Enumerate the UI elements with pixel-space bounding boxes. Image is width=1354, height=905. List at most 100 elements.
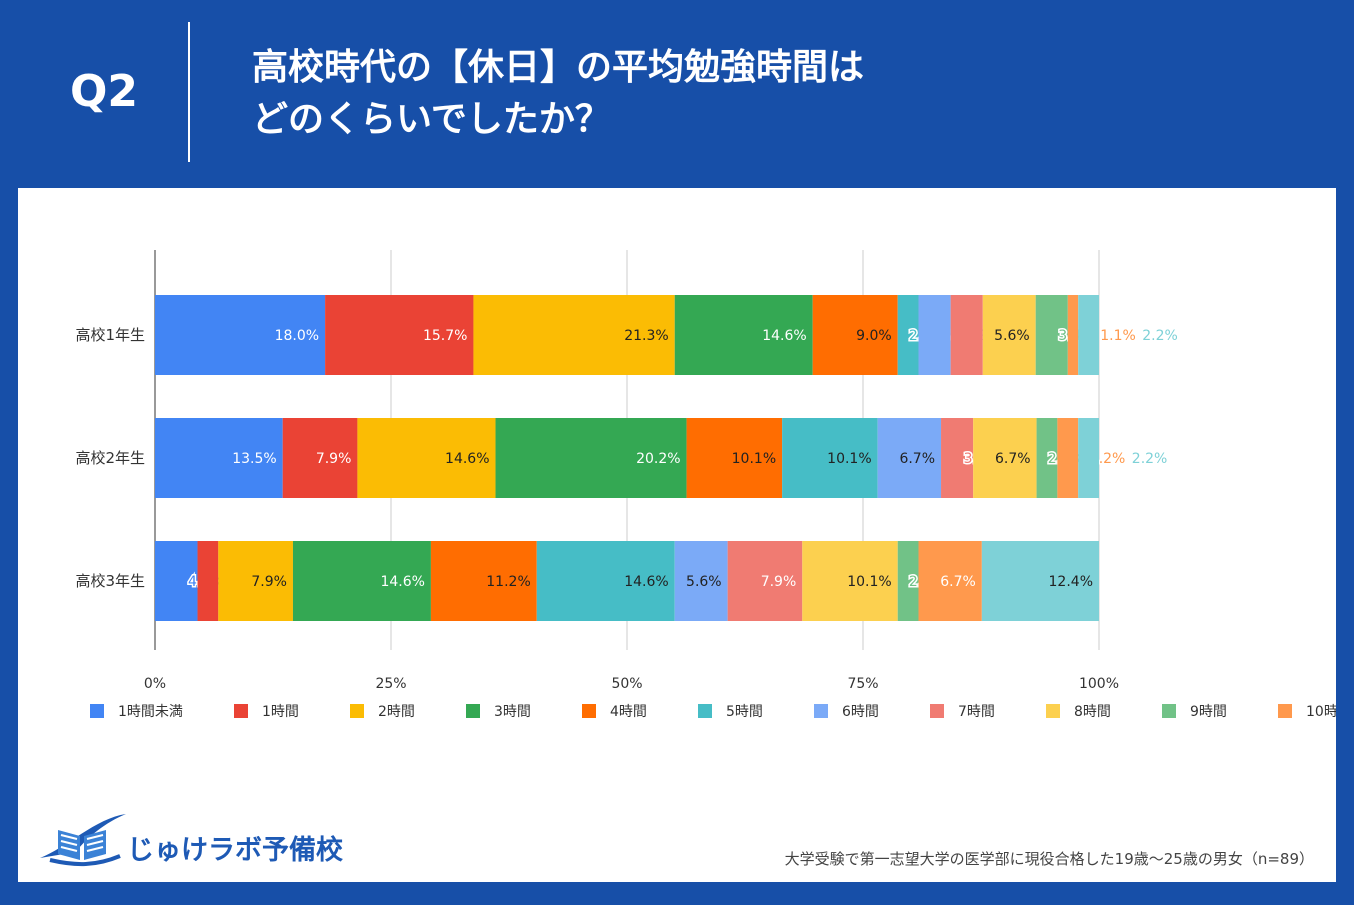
legend-label: 5時間	[726, 704, 763, 720]
data-label: 12.4%	[1049, 574, 1093, 590]
data-label: 6.7%	[899, 451, 935, 467]
data-label: 2.2%	[1132, 451, 1168, 467]
data-label: 14.6%	[445, 451, 489, 467]
legend-swatch	[814, 704, 828, 718]
x-tick-label: 75%	[847, 676, 878, 692]
legend-swatch	[1162, 704, 1176, 718]
x-tick-label: 25%	[375, 676, 406, 692]
bar-segment	[877, 418, 942, 498]
data-label: 5.6%	[686, 574, 722, 590]
page-title: 高校時代の【休日】の平均勉強時間は どのくらいでしたか？	[252, 42, 864, 146]
legend-label: 2時間	[378, 704, 415, 720]
footnote: 大学受験で第一志望大学の医学部に現役合格した19歳～25歳の男女（n=89）	[784, 850, 1314, 868]
legend-label: 7時間	[958, 704, 995, 720]
legend-label: 1時間	[262, 704, 299, 720]
data-label: 10.1%	[732, 451, 776, 467]
legend-label: 10時間	[1306, 704, 1336, 720]
bar-segment	[155, 418, 283, 498]
data-label: 15.7%	[423, 328, 467, 344]
bar-segment	[1035, 295, 1068, 375]
data-label: 11.2%	[486, 574, 530, 590]
legend-swatch	[698, 704, 712, 718]
data-label: 14.6%	[380, 574, 424, 590]
logo-text: じゅけラボ予備校	[127, 835, 343, 866]
x-tick-label: 0%	[144, 676, 166, 692]
data-label: 7.9%	[251, 574, 287, 590]
legend-swatch	[1046, 704, 1060, 718]
legend-label: 1時間未満	[118, 704, 183, 720]
data-label: 6.7%	[995, 451, 1031, 467]
category-label: 高校2年生	[75, 449, 145, 467]
bar-segment	[1036, 418, 1058, 498]
data-label: 14.6%	[762, 328, 806, 344]
bar-segment	[674, 295, 813, 375]
bar-segment	[155, 295, 326, 375]
bar-segment	[686, 418, 783, 498]
bar-segment	[155, 541, 198, 621]
x-tick-label: 100%	[1079, 676, 1119, 692]
bar-segment	[897, 295, 919, 375]
legend-label: 9時間	[1190, 704, 1227, 720]
category-label: 高校3年生	[75, 572, 145, 590]
bar-segment	[1078, 418, 1099, 498]
title-line-2: どのくらいでしたか？	[252, 99, 611, 140]
bar-segment	[950, 295, 983, 375]
question-label: Q2	[70, 66, 139, 117]
bar-segment	[292, 541, 431, 621]
data-label: 7.9%	[316, 451, 352, 467]
legend-label: 3時間	[494, 704, 531, 720]
bar-segment	[981, 541, 1099, 621]
data-label: 10.1%	[827, 451, 871, 467]
bar-segment	[1078, 295, 1099, 375]
legend-swatch	[1278, 704, 1292, 718]
bar-segment	[218, 541, 293, 621]
legend-swatch	[930, 704, 944, 718]
bar-segment	[782, 418, 878, 498]
legend-swatch	[466, 704, 480, 718]
data-label: 21.3%	[624, 328, 668, 344]
bar-segment	[982, 295, 1036, 375]
data-label: 18.0%	[275, 328, 319, 344]
header-divider	[188, 22, 190, 162]
legend-label: 8時間	[1074, 704, 1111, 720]
bar-segment	[430, 541, 537, 621]
bar-segment	[536, 541, 675, 621]
legend-swatch	[234, 704, 248, 718]
bar-segment	[282, 418, 358, 498]
legend-label: 6時間	[842, 704, 879, 720]
bar-segment	[727, 541, 803, 621]
x-tick-label: 50%	[611, 676, 642, 692]
bar-segment	[357, 418, 496, 498]
bar-segment	[941, 418, 974, 498]
data-label: 20.2%	[636, 451, 680, 467]
bar-segment	[473, 295, 675, 375]
bar-segment	[897, 541, 919, 621]
data-label: 9.0%	[856, 328, 892, 344]
bar-segment	[495, 418, 687, 498]
legend-label: 4時間	[610, 704, 647, 720]
bar-segment	[674, 541, 728, 621]
legend-swatch	[90, 704, 104, 718]
bar-segment	[973, 418, 1037, 498]
bar-segment	[918, 541, 982, 621]
data-label: 2.2%	[1142, 328, 1178, 344]
data-label: 14.6%	[624, 574, 668, 590]
data-label: 10.1%	[847, 574, 891, 590]
bar-segment	[918, 295, 951, 375]
bar-segment	[197, 541, 219, 621]
data-label: 6.7%	[940, 574, 976, 590]
data-label: 5.6%	[994, 328, 1030, 344]
legend-swatch	[582, 704, 596, 718]
bar-segment	[1067, 295, 1079, 375]
bar-segment	[325, 295, 474, 375]
title-line-1: 高校時代の【休日】の平均勉強時間は	[252, 47, 865, 88]
data-label: 1.1%	[1100, 328, 1136, 344]
bar-segment	[812, 295, 898, 375]
data-label: 7.9%	[761, 574, 797, 590]
bar-segment	[802, 541, 898, 621]
category-label: 高校1年生	[75, 326, 145, 344]
logo-book-icon	[40, 814, 126, 867]
legend-swatch	[350, 704, 364, 718]
chart-panel: 0% 25% 50% 75% 100% 高校1年生 18.0% 15.7% 21.3% 14.6%…	[18, 188, 1336, 882]
stacked-bar-chart: 0% 25% 50% 75% 100% 高校1年生 18.0% 15.7% 21.3% 14.6%…	[75, 250, 1336, 720]
